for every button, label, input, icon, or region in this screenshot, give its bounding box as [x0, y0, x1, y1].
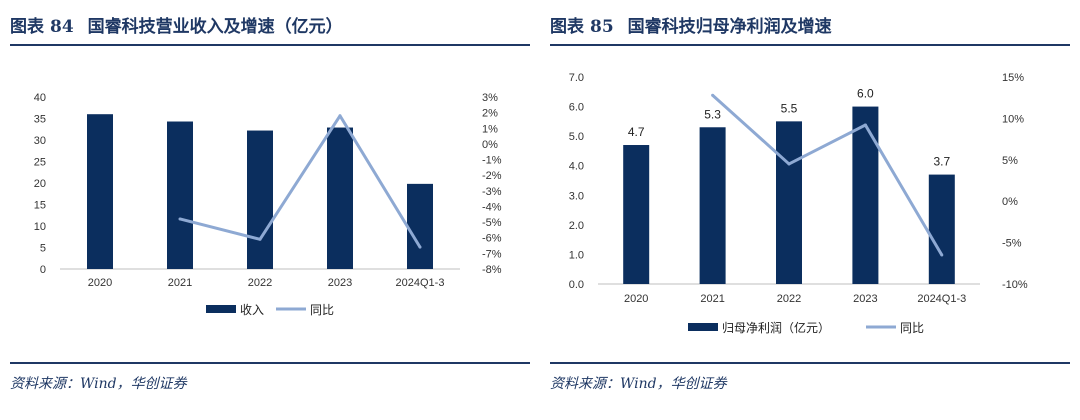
x-tick-label: 2020 — [624, 293, 648, 305]
x-tick-label: 2020 — [88, 277, 112, 289]
x-tick-label: 2022 — [777, 293, 801, 305]
y-tick-label: 7.0 — [569, 72, 584, 84]
bar — [327, 127, 353, 269]
y-right-tick-label: -2% — [482, 170, 502, 182]
y-right-tick-label: -5% — [482, 217, 502, 229]
line-point — [940, 253, 944, 257]
line-point — [178, 217, 182, 221]
series-line — [711, 94, 944, 256]
x-tick-label: 2023 — [328, 277, 352, 289]
bar-data-label: 5.5 — [781, 101, 798, 115]
line-point — [258, 237, 262, 241]
figure-85-top-rule — [550, 44, 1070, 46]
y-tick-label: 35 — [34, 114, 46, 126]
bar — [699, 127, 726, 285]
y-right-tick-label: -6% — [482, 233, 502, 245]
y-right-tick-label: 2% — [482, 108, 498, 120]
y-tick-label: 0 — [40, 264, 46, 276]
figure-84-title: 图表 84 国睿科技营业收入及增速（亿元） — [10, 12, 343, 42]
y-right-tick-label: 10% — [1002, 113, 1024, 125]
legend-label: 同比 — [310, 303, 334, 317]
figure-85-bottom-rule — [550, 362, 1070, 364]
y-right-tick-label: 1% — [482, 123, 498, 135]
bar — [623, 145, 650, 284]
legend-swatch-bar — [206, 305, 236, 313]
y-right-tick-label: -5% — [1002, 238, 1022, 250]
figure-85-title-text: 国睿科技归母净利润及增速 — [627, 17, 832, 37]
y-right-tick-label: 5% — [1002, 155, 1018, 167]
y-right-tick-label: 0% — [482, 139, 498, 151]
x-tick-label: 2023 — [853, 293, 877, 305]
y-right-tick-label: -3% — [482, 186, 502, 198]
y-tick-label: 5 — [40, 243, 46, 255]
figure-84-source: 资料来源：Wind，华创证券 — [10, 376, 187, 392]
figure-85-panel: 图表 85 国睿科技归母净利润及增速 0.0 1.0 2.0 3.0 4.0 5.0 6.0 7.… — [550, 0, 1070, 420]
bar — [407, 183, 433, 269]
bar-data-label: 4.7 — [628, 125, 645, 139]
y-tick-label: 1.0 — [569, 249, 584, 261]
y-tick-label: 0.0 — [569, 279, 584, 291]
y-tick-label: 5.0 — [569, 131, 584, 143]
legend-label: 同比 — [900, 321, 924, 335]
x-tick-label: 2024Q1-3 — [396, 277, 445, 289]
bar-data-label: 6.0 — [857, 87, 874, 101]
figure-84-bottom-rule — [10, 362, 530, 364]
y-tick-label: 15 — [34, 200, 46, 212]
y-right-tick-label: -4% — [482, 201, 502, 213]
x-tick-label: 2024Q1-3 — [917, 293, 966, 305]
bar — [167, 121, 193, 269]
bar — [928, 174, 955, 284]
net-profit-chart-svg: 0.0 1.0 2.0 3.0 4.0 5.0 6.0 7.0 -10% -5% 0% 5% 10% 15… — [569, 72, 1028, 335]
figure-84-panel: 图表 84 国睿科技营业收入及增速（亿元） 0 5 10 15 20 25 30 35 40 -8% -… — [10, 0, 530, 420]
y-right-tick-label: 3% — [482, 92, 498, 104]
x-tick-label: 2021 — [700, 293, 724, 305]
y-right-tick-label: 0% — [1002, 196, 1018, 208]
y-tick-label: 10 — [34, 221, 46, 233]
y-right-tick-label: 15% — [1002, 72, 1024, 84]
y-tick-label: 20 — [34, 178, 46, 190]
y-tick-label: 25 — [34, 157, 46, 169]
figure-85-title-number: 85 — [590, 17, 614, 37]
y-right-tick-label: -8% — [482, 264, 502, 276]
y-right-tick-label: -1% — [482, 155, 502, 167]
figure-84-title-number: 84 — [50, 17, 74, 37]
bar-data-label: 3.7 — [933, 155, 950, 169]
bar — [87, 114, 113, 269]
figure-85-title: 图表 85 国睿科技归母净利润及增速 — [550, 12, 832, 42]
bar — [247, 130, 273, 269]
line-point — [338, 114, 342, 118]
net-profit-chart: 0.0 1.0 2.0 3.0 4.0 5.0 6.0 7.0 -10% -5% 0% 5% 10% 15… — [550, 52, 1070, 352]
legend-swatch-bar — [688, 323, 718, 331]
figure-84-top-rule — [10, 44, 530, 46]
y-tick-label: 2.0 — [569, 220, 584, 232]
y-tick-label: 6.0 — [569, 102, 584, 114]
bar — [776, 121, 802, 284]
y-right-tick-label: -10% — [1002, 279, 1028, 291]
y-tick-label: 4.0 — [569, 161, 584, 173]
line-point — [787, 162, 791, 166]
figure-84-title-prefix: 图表 — [10, 17, 44, 37]
revenue-chart-svg: 0 5 10 15 20 25 30 35 40 -8% -7% -6% -5% -4% -3% -2% -1%… — [34, 92, 502, 317]
line-point — [711, 93, 715, 97]
y-tick-label: 40 — [34, 92, 46, 104]
figure-85-title-prefix: 图表 — [550, 17, 584, 37]
x-tick-label: 2021 — [168, 277, 192, 289]
bar-data-label: 5.3 — [704, 107, 721, 121]
figure-84-title-text: 国睿科技营业收入及增速（亿元） — [87, 17, 343, 37]
revenue-chart: 0 5 10 15 20 25 30 35 40 -8% -7% -6% -5% -4% -3% -2% -1%… — [10, 52, 530, 352]
y-tick-label: 30 — [34, 135, 46, 147]
bar — [852, 106, 879, 284]
legend-label: 归母净利润（亿元） — [722, 320, 830, 335]
line-point — [863, 123, 867, 127]
y-tick-label: 3.0 — [569, 190, 584, 202]
series-line — [179, 114, 422, 248]
y-right-tick-label: -7% — [482, 248, 502, 260]
figure-85-source: 资料来源：Wind，华创证券 — [550, 376, 727, 392]
line-point — [418, 245, 422, 249]
x-tick-label: 2022 — [248, 277, 272, 289]
legend-label: 收入 — [240, 303, 264, 317]
